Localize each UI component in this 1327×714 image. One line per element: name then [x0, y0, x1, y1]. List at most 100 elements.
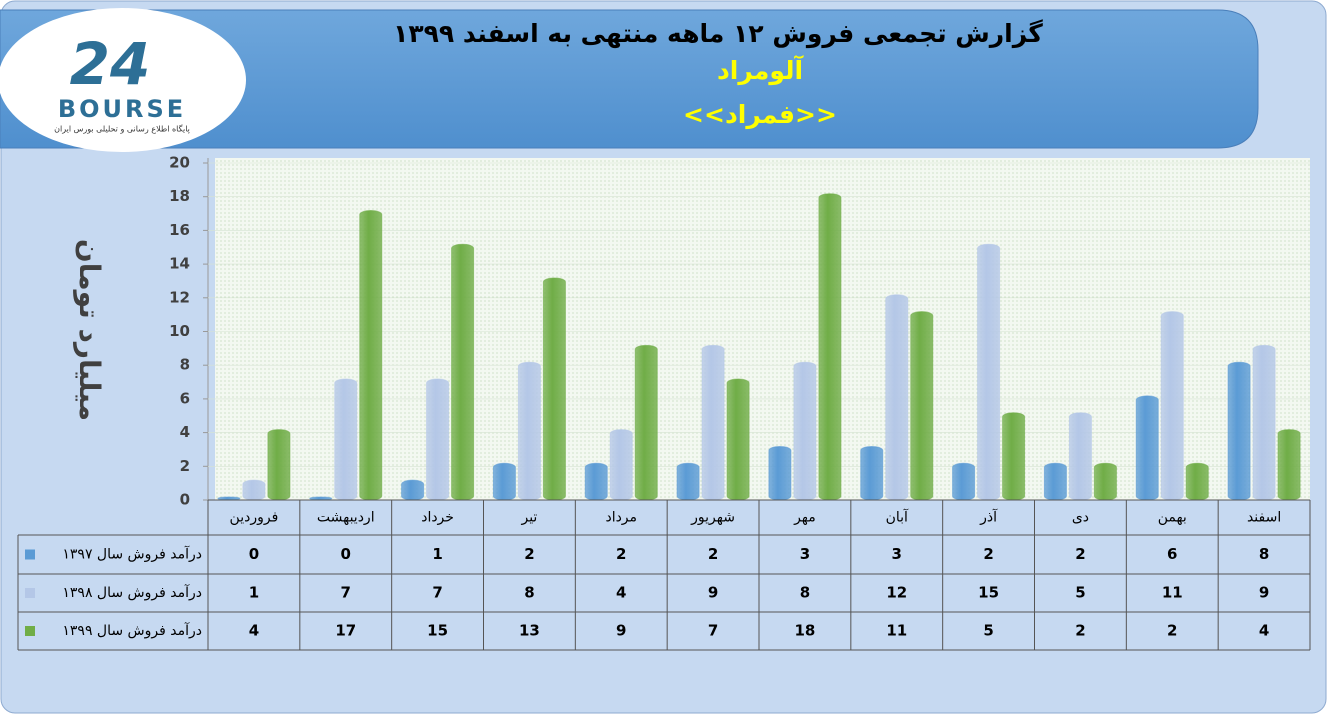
legend-swatch: [25, 549, 35, 560]
table-cell: 2: [524, 545, 534, 563]
y-tick-label: 6: [180, 389, 190, 407]
bar: [1185, 462, 1209, 501]
y-tick-label: 8: [180, 356, 190, 374]
bar: [1277, 429, 1301, 501]
legend-swatch: [25, 626, 35, 636]
table-cell: 3: [892, 545, 902, 563]
y-tick-label: 14: [169, 255, 190, 273]
table-cell: 2: [1075, 545, 1085, 563]
table-cell: 3: [800, 545, 810, 563]
bar: [1093, 462, 1117, 501]
x-tick-label: آبان: [886, 509, 909, 526]
y-axis-label: میلیارد تومان: [73, 239, 106, 421]
logo-bg: [0, 8, 246, 152]
logo-subtext: پایگاه اطلاع رسانی و تحلیلی بورس ایران: [54, 124, 190, 134]
x-tick-label: مرداد: [605, 510, 637, 526]
header-banner: [0, 9, 1259, 149]
x-tick-label: شهریور: [690, 510, 735, 526]
bar: [952, 462, 976, 501]
bar: [267, 429, 291, 501]
bar: [334, 378, 358, 501]
y-tick-label: 18: [169, 187, 190, 205]
bar: [860, 445, 884, 501]
table-cell: 5: [1075, 584, 1085, 602]
legend-swatch: [25, 588, 35, 598]
bar: [609, 429, 633, 501]
table-cell: 7: [432, 584, 442, 602]
chart-title: گزارش تجمعی فروش ۱۲ ماهه منتهی به اسفند …: [393, 19, 1043, 49]
x-tick-label: آذر: [979, 509, 998, 526]
bar: [359, 210, 383, 501]
table-cell: 17: [335, 622, 356, 640]
y-tick-label: 16: [169, 221, 190, 239]
logo-mark: 24: [70, 30, 151, 98]
x-tick-label: مهر: [793, 510, 816, 526]
legend-label: درآمد فروش سال ۱۳۹۹: [62, 622, 202, 639]
bar: [1068, 412, 1092, 501]
legend-label: درآمد فروش سال ۱۳۹۷: [62, 546, 202, 563]
table-cell: 1: [432, 545, 442, 563]
bar: [701, 344, 725, 501]
table-cell: 9: [616, 622, 626, 640]
bar: [1002, 412, 1026, 501]
bar: [542, 277, 566, 501]
bar: [517, 361, 541, 501]
table-cell: 1: [249, 584, 259, 602]
table-cell: 4: [616, 584, 626, 602]
table-cell: 2: [616, 545, 626, 563]
bar: [584, 462, 608, 501]
table-cell: 9: [1259, 584, 1269, 602]
bar: [401, 479, 425, 501]
table-cell: 4: [249, 622, 259, 640]
x-tick-label: بهمن: [1158, 510, 1187, 526]
table-cell: 13: [519, 622, 540, 640]
x-tick-label: تیر: [520, 510, 537, 526]
bar: [1252, 344, 1276, 501]
table-cell: 2: [1167, 622, 1177, 640]
table-cell: 15: [978, 584, 999, 602]
bar: [676, 462, 700, 501]
bar: [451, 243, 475, 501]
bar: [910, 311, 934, 501]
x-tick-label: اردیبهشت: [317, 510, 375, 526]
bar: [1043, 462, 1067, 501]
bar: [977, 243, 1001, 501]
y-tick-label: 4: [180, 423, 190, 441]
bar: [726, 378, 750, 501]
symbol: <<فمراد>>: [683, 100, 837, 130]
table-cell: 8: [524, 584, 534, 602]
bar: [885, 294, 909, 501]
chart-subtitle: آلومراد: [717, 55, 804, 86]
bar: [634, 344, 658, 501]
table-cell: 11: [1162, 584, 1183, 602]
table-cell: 15: [427, 622, 448, 640]
bar: [1227, 361, 1251, 501]
bar: [768, 445, 792, 501]
x-tick-label: دی: [1072, 510, 1089, 526]
table-cell: 8: [1259, 545, 1269, 563]
y-tick-label: 0: [180, 491, 190, 509]
x-tick-label: اسفند: [1247, 510, 1281, 526]
x-tick-label: خرداد: [421, 510, 454, 526]
bar: [242, 479, 266, 501]
x-tick-label: فروردین: [230, 510, 279, 526]
table-cell: 12: [886, 584, 907, 602]
y-tick-label: 2: [180, 457, 190, 475]
table-cell: 18: [794, 622, 815, 640]
table-cell: 11: [886, 622, 907, 640]
table-cell: 9: [708, 584, 718, 602]
bar: [1160, 311, 1184, 501]
table-cell: 0: [341, 545, 351, 563]
table-cell: 7: [708, 622, 718, 640]
table-cell: 5: [983, 622, 993, 640]
y-tick-label: 20: [169, 154, 190, 172]
bar: [492, 462, 516, 501]
table-cell: 2: [983, 545, 993, 563]
table-cell: 0: [249, 545, 259, 563]
bar: [426, 378, 450, 501]
y-tick-label: 10: [169, 322, 190, 340]
bar: [793, 361, 817, 501]
table-cell: 4: [1259, 622, 1269, 640]
table-cell: 6: [1167, 545, 1177, 563]
